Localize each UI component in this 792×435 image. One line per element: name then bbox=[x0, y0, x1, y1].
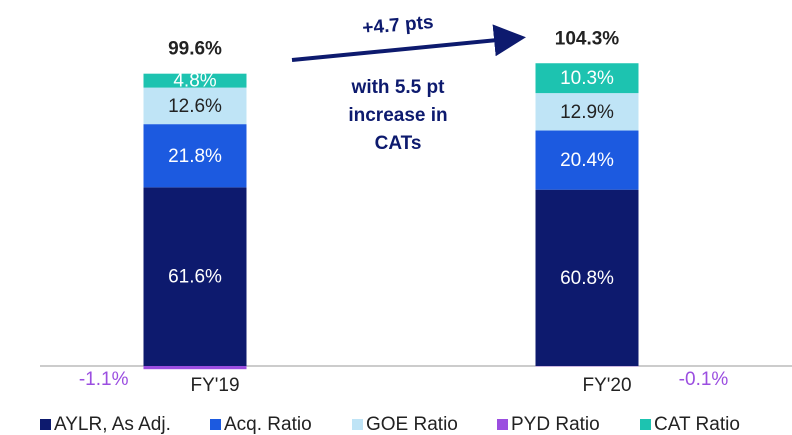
annotation: increase in bbox=[348, 105, 447, 126]
value-label: 60.8% bbox=[560, 268, 614, 289]
arrow bbox=[291, 24, 526, 62]
value-label: 20.4% bbox=[560, 150, 614, 171]
bar-segment bbox=[143, 124, 247, 188]
bar-segment bbox=[535, 93, 639, 131]
value-label: 12.9% bbox=[560, 102, 614, 123]
bar-segment bbox=[535, 130, 639, 190]
legend-label: AYLR, As Adj. bbox=[54, 414, 171, 435]
legend-label: CAT Ratio bbox=[654, 414, 740, 435]
bar-segment bbox=[535, 63, 639, 94]
value-label: -0.1% bbox=[679, 369, 729, 390]
bar-segment bbox=[143, 366, 247, 370]
annotation: with 5.5 pt bbox=[351, 77, 446, 98]
annotation: CATs bbox=[375, 133, 422, 154]
bar-segment bbox=[143, 187, 247, 366]
legend-label: Acq. Ratio bbox=[224, 414, 312, 435]
value-label: 61.6% bbox=[168, 267, 222, 288]
bar-segment bbox=[143, 73, 247, 88]
bar-segment bbox=[143, 87, 247, 125]
total-label: 99.6% bbox=[168, 39, 222, 60]
bar-segment bbox=[535, 189, 639, 366]
arrow-label: +4.7 pts bbox=[362, 12, 435, 39]
value-label: 21.8% bbox=[168, 146, 222, 167]
legend-label: PYD Ratio bbox=[511, 414, 600, 435]
value-label: 12.6% bbox=[168, 96, 222, 117]
value-label: -1.1% bbox=[79, 369, 129, 390]
legend-swatch bbox=[210, 419, 221, 430]
total-label: 104.3% bbox=[555, 28, 620, 49]
x-tick-label: FY'20 bbox=[582, 375, 631, 396]
value-label: 4.8% bbox=[173, 71, 216, 92]
legend-swatch bbox=[40, 419, 51, 430]
x-tick-label: FY'19 bbox=[190, 375, 239, 396]
legend-swatch bbox=[640, 419, 651, 430]
legend-label: GOE Ratio bbox=[366, 414, 458, 435]
legend-swatch bbox=[497, 419, 508, 430]
legend-swatch bbox=[352, 419, 363, 430]
value-label: 10.3% bbox=[560, 68, 614, 89]
